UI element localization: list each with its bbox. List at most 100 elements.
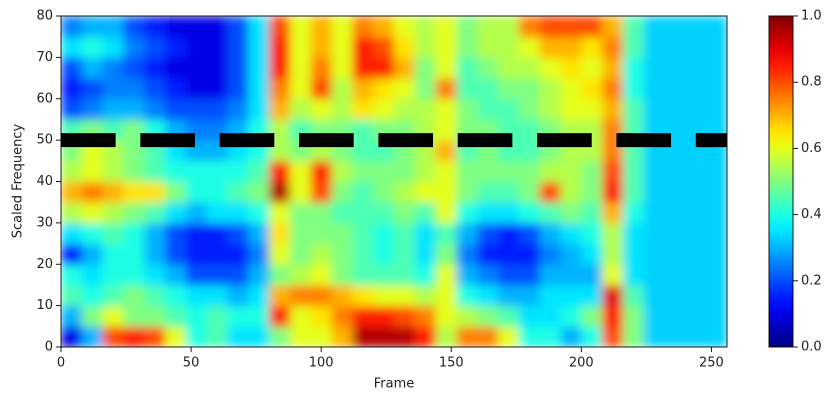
- y-tick-label: 70: [36, 50, 53, 65]
- colorbar-tick-label: 0.4: [801, 207, 822, 222]
- heatmap-cell: [123, 160, 145, 182]
- heatmap-cell: [352, 36, 374, 58]
- heatmap-cell: [185, 326, 208, 347]
- heatmap-cell: [269, 140, 291, 162]
- heatmap-cell: [581, 202, 603, 224]
- heatmap-cell: [581, 98, 603, 120]
- heatmap-cell: [622, 78, 645, 100]
- heatmap-cell: [352, 264, 374, 286]
- colorbar-tick-label: 0.2: [801, 273, 822, 288]
- heatmap-cell: [144, 16, 166, 38]
- heatmap-cell: [352, 326, 374, 347]
- heatmap-cell: [144, 222, 166, 245]
- heatmap-cell: [123, 181, 145, 203]
- heatmap-cell: [248, 243, 270, 265]
- heatmap-cell: [331, 36, 353, 58]
- heatmap-cell: [456, 202, 478, 224]
- heatmap-cell: [394, 57, 416, 79]
- heatmap-cell: [706, 16, 727, 38]
- heatmap-cell: [539, 202, 561, 224]
- heatmap-cell: [102, 222, 124, 245]
- heatmap-cell: [102, 16, 124, 38]
- heatmap-cell: [414, 181, 437, 203]
- heatmap-cell: [518, 326, 541, 347]
- heatmap-cell: [227, 181, 249, 203]
- heatmap-cell: [373, 264, 395, 286]
- heatmap-cell: [602, 57, 624, 79]
- heatmap-cell: [581, 326, 603, 347]
- heatmap-cell: [61, 160, 83, 182]
- heatmap-cell: [477, 16, 499, 38]
- heatmap-cell: [685, 57, 707, 79]
- x-tick-label: 50: [183, 356, 200, 371]
- heatmap-cell: [269, 119, 291, 141]
- heatmap-cell: [165, 160, 187, 182]
- heatmap-cell: [310, 16, 333, 38]
- heatmap-cell: [643, 98, 666, 120]
- heatmap-cell: [206, 78, 228, 100]
- heatmap-cell: [144, 202, 166, 224]
- heatmap-cell: [394, 264, 416, 286]
- heatmap-cell: [602, 78, 624, 100]
- heatmap-cell: [581, 78, 603, 100]
- heatmap-cell: [414, 57, 437, 79]
- heatmap-cell: [165, 305, 187, 327]
- heatmap-cell: [498, 284, 520, 307]
- colorbar-tick-label: 0.6: [801, 141, 822, 156]
- heatmap-cell: [310, 284, 333, 307]
- heatmap-cell: [435, 243, 457, 265]
- heatmap-cell: [165, 326, 187, 347]
- y-tick-label: 60: [36, 91, 53, 106]
- heatmap-cell: [435, 57, 457, 79]
- heatmap-cell: [269, 264, 291, 286]
- heatmap-cell: [61, 284, 83, 307]
- heatmap-cell: [227, 57, 249, 79]
- heatmap-cell: [706, 78, 727, 100]
- colorbar-tick-label: 1.0: [801, 9, 822, 24]
- heatmap-cell: [310, 98, 333, 120]
- heatmap-cell: [185, 243, 208, 265]
- heatmap-cell: [331, 305, 353, 327]
- heatmap-cell: [331, 202, 353, 224]
- x-tick-label: 250: [699, 356, 724, 371]
- heatmap-cell: [518, 305, 541, 327]
- colorbar-tick-label: 0.0: [801, 340, 822, 355]
- heatmap-cell: [456, 160, 478, 182]
- heatmap-cell: [289, 222, 312, 245]
- x-tick-label: 0: [57, 356, 65, 371]
- heatmap-cell: [248, 16, 270, 38]
- heatmap-cell: [248, 264, 270, 286]
- heatmap-cell: [144, 181, 166, 203]
- heatmap-cell: [61, 202, 83, 224]
- heatmap-cell: [435, 119, 457, 141]
- heatmap-cell: [61, 16, 83, 38]
- heatmap-cell: [206, 202, 228, 224]
- heatmap-cell: [414, 78, 437, 100]
- heatmap-cell: [269, 222, 291, 245]
- heatmap-cell: [206, 326, 228, 347]
- heatmap-cell: [352, 243, 374, 265]
- heatmap-cell: [331, 160, 353, 182]
- heatmap-cell: [144, 326, 166, 347]
- heatmap-cell: [414, 16, 437, 38]
- heatmap-cell: [373, 36, 395, 58]
- heatmap-cell: [269, 284, 291, 307]
- heatmap-cell: [373, 243, 395, 265]
- heatmap-cell: [61, 181, 83, 203]
- heatmap-cell: [206, 305, 228, 327]
- heatmap-cell: [498, 78, 520, 100]
- heatmap-cell: [643, 326, 666, 347]
- heatmap-cell: [248, 36, 270, 58]
- heatmap-cell: [61, 78, 83, 100]
- heatmap-cell: [518, 243, 541, 265]
- heatmap-cell: [706, 202, 727, 224]
- heatmap-cell: [560, 160, 582, 182]
- heatmap-cell: [435, 305, 457, 327]
- heatmap-cell: [352, 119, 374, 141]
- heatmap-cell: [123, 202, 145, 224]
- heatmap-cell: [331, 264, 353, 286]
- heatmap-cell: [248, 181, 270, 203]
- colorbar: [768, 15, 794, 348]
- heatmap-cell: [643, 264, 666, 286]
- heatmap-cell: [123, 119, 145, 141]
